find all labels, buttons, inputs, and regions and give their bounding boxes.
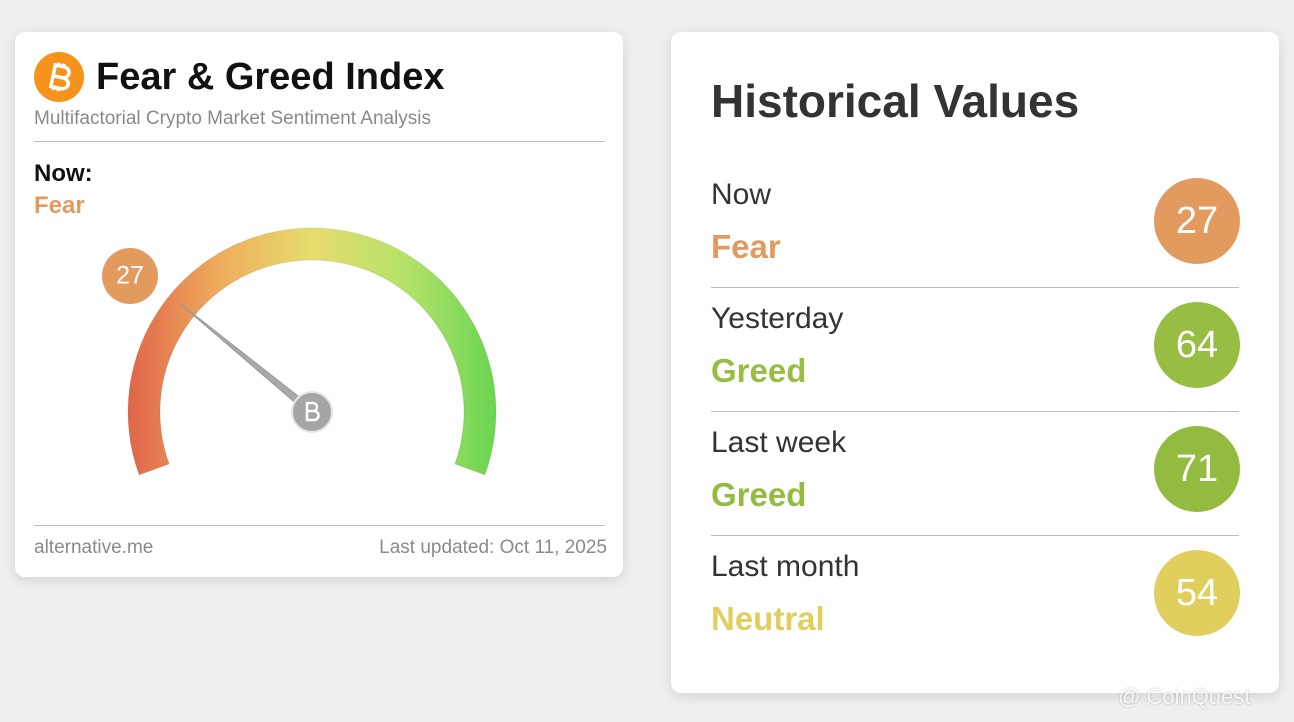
gauge: 27 <box>102 227 497 476</box>
source: alternative.me <box>34 537 154 558</box>
period-label: Yesterday <box>711 302 844 335</box>
index-card: Fear & Greed Index Multifactorial Crypto… <box>15 32 623 577</box>
gauge-needle <box>178 302 316 416</box>
class-label: Neutral <box>711 600 825 637</box>
now-label: Now: <box>34 160 93 187</box>
class-label: Fear <box>711 228 781 265</box>
class-label: Greed <box>711 476 807 513</box>
value-bubble: 27 <box>1154 178 1240 264</box>
divider <box>34 525 605 526</box>
divider <box>711 535 1239 536</box>
title: Fear & Greed Index <box>96 56 445 98</box>
gauge-value: 27 <box>116 262 144 290</box>
bitcoin-logo <box>34 52 84 102</box>
divider <box>34 141 605 142</box>
period-label: Last month <box>711 550 860 583</box>
hub-logo <box>305 401 320 422</box>
watermark: @ CoinQuest <box>1118 684 1251 709</box>
divider <box>711 411 1239 412</box>
last-updated: Last updated: Oct 11, 2025 <box>379 537 607 558</box>
gauge-value-bubble <box>102 248 158 304</box>
value-bubble: 71 <box>1154 426 1240 512</box>
history-card: Historical Values Now Fear 27 Yesterday Gree… <box>671 32 1279 693</box>
divider <box>711 287 1239 288</box>
gauge-arc <box>127 227 497 476</box>
class-label: Greed <box>711 352 807 389</box>
now-class: Fear <box>34 192 85 219</box>
period-label: Now <box>711 178 772 211</box>
value-bubble: 64 <box>1154 302 1240 388</box>
title: Historical Values <box>711 75 1080 127</box>
period-label: Last week <box>711 426 847 459</box>
value-bubble: 54 <box>1154 550 1240 636</box>
subtitle: Multifactorial Crypto Market Sentiment A… <box>34 108 432 129</box>
